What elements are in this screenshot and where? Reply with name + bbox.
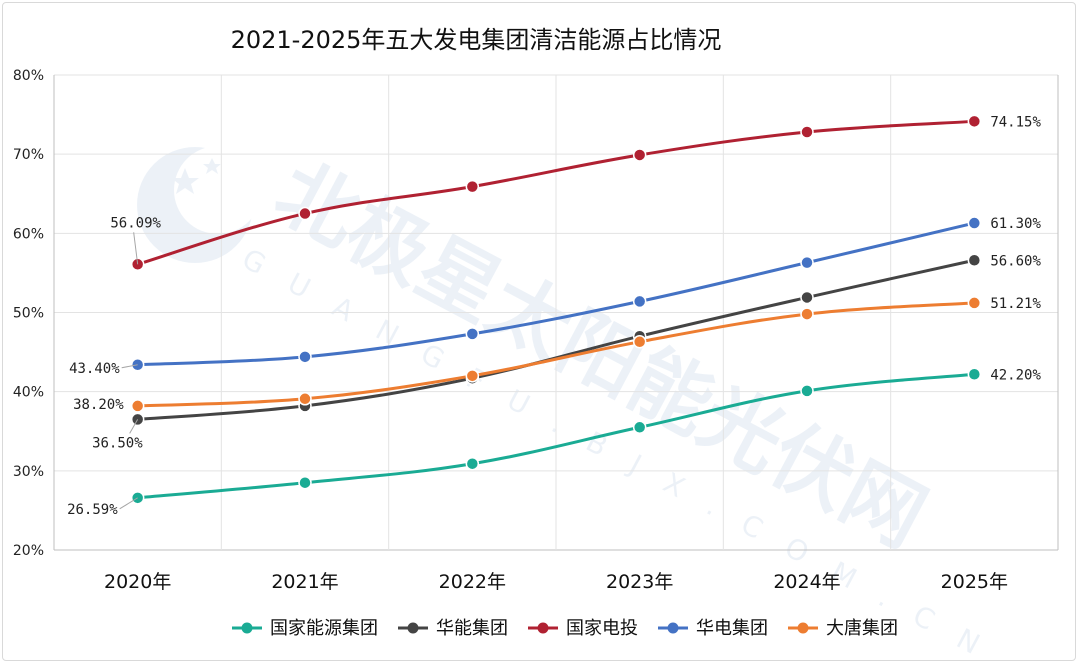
data-label: 74.15% [990,114,1041,130]
y-tick-label: 40% [13,385,44,401]
y-axis: 20% 30% 40% 50% 60% 70% 80% [13,68,44,559]
data-point [298,475,312,490]
series-layer [130,114,982,505]
x-tick-label: 2024年 [773,571,840,593]
x-tick-label: 2025年 [941,571,1008,593]
y-tick-label: 30% [13,464,44,480]
label-leader [129,419,139,434]
x-tick-label: 2020年 [104,571,171,593]
legend-item: 国家能源集团 [232,618,378,639]
data-label: 56.09% [110,215,161,231]
data-point [800,290,814,305]
legend-swatch-marker [407,622,419,634]
series-大唐集团 [130,296,982,413]
series-国家能源集团 [130,367,982,505]
data-point [632,294,647,309]
legend-item: 华能集团 [398,618,508,639]
label-leader [119,497,138,510]
y-tick-label: 60% [13,226,44,242]
series-line [137,301,975,408]
legend-item: 国家电投 [528,618,638,639]
data-label: 26.59% [67,502,118,518]
legend-swatch-marker [537,622,549,634]
x-axis: 2020年 2021年 2022年 2023年 2024年 2025年 [104,571,1008,593]
data-point [130,399,145,413]
series-国家电投 [130,114,982,272]
legend-label: 大唐集团 [826,618,898,639]
x-tick-label: 2022年 [439,571,506,593]
data-point [967,114,982,129]
x-tick-label: 2023年 [606,571,673,593]
y-tick-label: 20% [13,543,44,559]
data-point [298,350,312,364]
data-point [632,420,647,435]
data-labels: 26.59% 42.20% 36.50% 56.60% 56.09% 74.15% 43.4… [67,114,1041,518]
data-point [632,335,647,349]
series-line [137,119,975,266]
y-tick-label: 50% [13,306,44,322]
data-point [298,392,312,406]
data-point [967,367,982,381]
legend-label: 国家电投 [566,618,638,639]
data-point [465,327,480,341]
data-point [632,148,647,162]
label-leader [133,232,139,265]
series-line [137,372,975,500]
grid [53,74,1059,551]
data-point [465,456,480,471]
watermark-logo [137,146,262,263]
data-label: 61.30% [990,216,1041,232]
series-华电集团 [130,216,982,372]
data-label: 43.40% [69,361,120,377]
legend-swatch-marker [797,622,809,634]
y-tick-label: 70% [13,147,44,163]
legend-swatch-marker [667,622,679,634]
data-point [800,307,814,321]
data-point [967,296,982,310]
data-label: 42.20% [990,367,1041,383]
legend-item: 大唐集团 [788,618,898,639]
data-point [967,253,982,267]
data-point [800,384,814,398]
x-tick-label: 2021年 [271,571,338,593]
legend-item: 华电集团 [658,618,768,639]
data-point [800,125,814,139]
legend: 国家能源集团 华能集团 国家电投 华电集团 大唐集团 [232,618,898,639]
data-point [298,206,312,221]
chart-title: 2021-2025年五大发电集团清洁能源占比情况 [231,26,722,54]
data-label: 36.50% [92,435,143,451]
data-point [967,216,982,230]
series-line [137,221,975,367]
data-point [465,179,480,194]
legend-label: 华电集团 [696,618,768,639]
legend-swatch-marker [241,622,253,634]
y-tick-label: 80% [13,68,44,84]
legend-label: 华能集团 [436,618,508,639]
data-label: 38.20% [73,397,124,413]
data-label: 56.60% [990,253,1041,269]
data-point [800,255,814,270]
legend-label: 国家能源集团 [270,618,378,639]
data-label: 51.21% [990,296,1041,312]
watermark-text: 北极星太阳能光伏网 [261,145,940,565]
data-point [465,369,480,383]
label-leader [121,364,138,369]
